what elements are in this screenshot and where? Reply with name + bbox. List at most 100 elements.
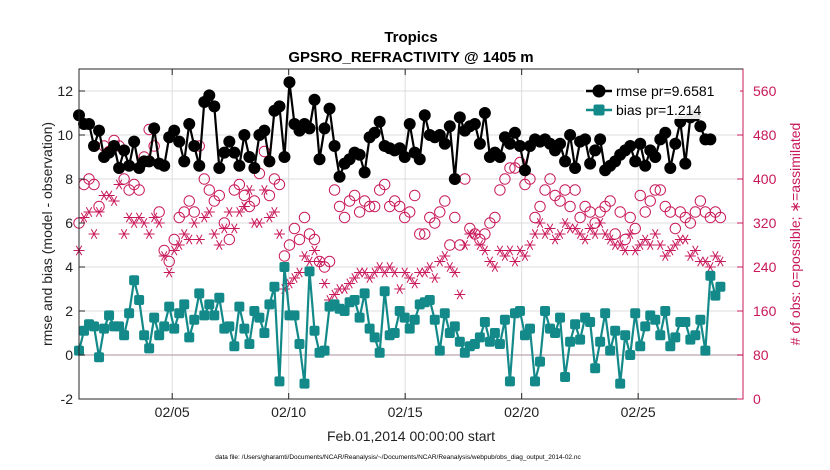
rmse-point [248,162,261,174]
bias-point [114,321,125,332]
bias-point [700,345,711,356]
bias-point [304,266,315,277]
rmse-point [93,124,106,137]
assimilated-obs-point [138,217,150,229]
bias-point [710,290,721,301]
bias-point [269,281,280,292]
assimilated-obs-point [589,228,601,240]
possible-obs-point [414,228,426,240]
x-axis-ticks: 02/05 02/10 02/15 02/20 02/25 [155,69,656,420]
bias-point [499,314,510,325]
possible-obs-point [634,189,646,202]
assimilated-obs-point [619,245,631,256]
rmse-point [584,157,597,170]
rmse-point [168,124,181,137]
y-tick-label: 0 [65,347,73,363]
bias-point [600,308,611,319]
rmse-point [564,129,577,141]
rmse-point [258,124,271,137]
assimilated-obs-point [148,212,160,223]
assimilated-obs-point [699,256,711,267]
bias-point [660,306,671,316]
assimilated-obs-point [238,201,250,212]
bias-point [294,339,305,349]
assimilated-obs-point [123,212,135,223]
bias-point [359,288,370,299]
bias-point [209,310,220,321]
rmse-point [579,133,592,146]
rmse-point [218,146,231,159]
bias-point [409,314,420,325]
legend-bias-marker [593,104,605,116]
rmse-point [88,140,101,152]
rmse-point [203,89,216,102]
assimilated-obs-point [614,239,626,251]
rmse-point [223,135,236,148]
assimilated-obs-point [183,234,195,245]
possible-obs-point [624,211,636,224]
y-tick-label: 2 [65,303,73,319]
rmse-point [143,155,156,168]
assimilated-obs-point [233,206,245,218]
assimilated-obs-point [243,184,255,196]
bias-point [174,308,185,319]
assimilated-obs-series [73,179,726,306]
assimilated-obs-point [83,206,95,218]
rmse-point [448,173,461,185]
y-tick-label: 12 [57,83,73,99]
rmse-point [649,151,662,163]
assimilated-obs-point [419,267,431,278]
bias-point [504,376,515,387]
assimilated-obs-point [143,228,155,240]
possible-obs-point [694,195,707,207]
assimilated-obs-point [404,272,416,284]
assimilated-obs-point [223,206,235,218]
bias-point [339,306,350,316]
rmse-point [473,137,486,150]
x-tick-label: 02/10 [271,404,306,420]
bias-point [189,314,200,325]
assimilated-obs-point [263,212,275,223]
assimilated-obs-point [559,217,571,229]
assimilated-obs-point [389,267,401,278]
assimilated-obs-point [173,239,185,251]
possible-obs-point [644,195,656,207]
rmse-point [358,166,371,179]
y-axis-ticks: -2 0 2 4 6 8 10 12 [57,83,85,407]
rmse-point [639,159,652,172]
assimilated-obs-point [133,212,145,223]
chart-title: Tropics [384,29,437,46]
bias-series [74,262,726,389]
possible-obs-point [654,184,666,196]
assimilated-obs-point [524,239,536,251]
bias-point [454,336,465,347]
rmse-point [178,155,191,168]
y-tick-label: 4 [65,259,73,275]
right-tick-label: 80 [753,347,769,363]
assimilated-obs-point [128,217,140,229]
bias-point [254,312,265,323]
assimilated-obs-point [309,245,321,256]
possible-obs-point [409,189,421,202]
assimilated-obs-point [409,278,421,289]
bias-point [640,321,651,332]
possible-obs-point [489,211,501,224]
possible-obs-point [88,178,100,191]
possible-obs-point [188,206,200,218]
assimilated-obs-point [93,206,105,218]
rmse-point [213,162,226,174]
rmse-point [594,133,607,146]
rmse-point [113,162,126,174]
assimilated-obs-point [394,283,406,295]
assimilated-obs-point [329,289,341,300]
bias-point [434,345,445,356]
assimilated-obs-point [629,245,641,256]
bias-point [635,341,646,352]
bias-point [164,301,175,312]
rmse-point [559,155,572,168]
assimilated-obs-point [599,228,611,240]
rmse-point [513,140,526,152]
assimilated-obs-point [544,223,556,234]
bias-point [364,323,375,334]
possible-obs-point [569,184,581,196]
